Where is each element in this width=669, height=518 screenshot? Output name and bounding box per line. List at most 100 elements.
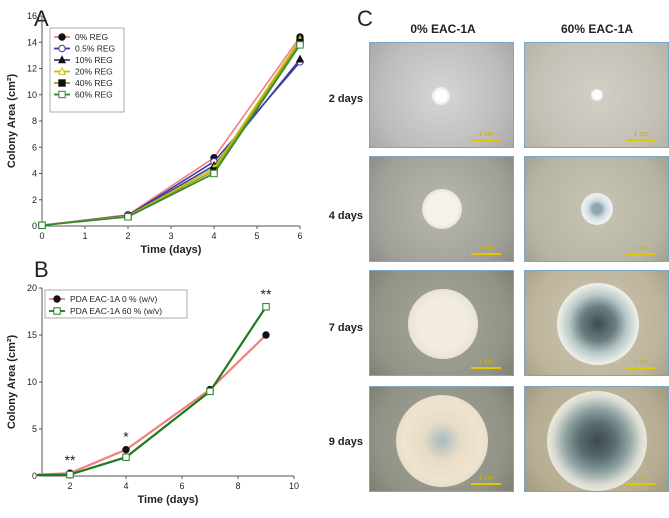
scale-bar: 1 cm — [626, 245, 656, 255]
legend-marker — [57, 66, 67, 75]
significance-annotation: * — [123, 429, 129, 445]
legend-label: 0% REG — [75, 32, 108, 42]
scale-bar: 1 cm — [626, 359, 656, 369]
colony — [408, 289, 478, 359]
legend-label: 10% REG — [75, 55, 113, 65]
legend-box — [44, 289, 188, 319]
panel-letter-c: C — [357, 6, 373, 31]
legend-marker — [58, 79, 66, 87]
column-header-0: 0% EAC-1A — [410, 22, 476, 36]
scale-bar: 1 cm — [471, 131, 501, 141]
x-axis-label: Time (days) — [138, 494, 199, 506]
y-tick-label: 2 — [32, 195, 37, 205]
data-point — [122, 445, 130, 454]
y-tick-label: 10 — [27, 90, 37, 100]
y-tick-label: 12 — [27, 64, 37, 74]
colony — [432, 87, 450, 105]
legend-marker — [58, 33, 66, 41]
y-tick-label: 20 — [27, 283, 37, 293]
y-tick-label: 0 — [32, 221, 37, 231]
plate-60pct-4days: 1 cm — [524, 156, 669, 262]
series-line — [41, 44, 301, 227]
scale-label: 1 cm — [478, 475, 494, 482]
x-tick-label: 2 — [125, 231, 130, 241]
chart-b: 2 4 6 8 10 0 5 10 15 20 Time (days) Colony Area (cm… — [6, 283, 299, 506]
legend-label: 20% REG — [75, 67, 113, 77]
legend-marker — [58, 90, 66, 99]
scale-bar: 1 cm — [471, 475, 501, 485]
colony — [396, 395, 488, 487]
colony — [547, 391, 647, 491]
scale-bar: 1 cm — [471, 359, 501, 369]
data-point — [124, 213, 132, 221]
x-tick-label: 3 — [168, 231, 173, 241]
plate-60pct-9days: 1 cm — [524, 386, 669, 492]
y-axis-label: Colony Area (cm²) — [6, 74, 18, 169]
y-axis-label: Colony Area (cm²) — [6, 335, 18, 430]
legend-label: PDA EAC-1A 60 % (w/v) — [70, 306, 162, 316]
plate-60pct-2days: 1 cm — [524, 42, 669, 148]
column-header-60: 60% EAC-1A — [560, 22, 634, 36]
x-tick-label: 8 — [235, 481, 240, 491]
scale-bar: 1 cm — [626, 131, 656, 141]
x-tick-label: 2 — [67, 481, 72, 491]
data-point — [206, 387, 214, 396]
plate-0pct-7days: 1 cm — [369, 270, 514, 376]
plate-0pct-4days: 1 cm — [369, 156, 514, 262]
row-label-2-days: 2 days — [328, 93, 363, 105]
y-tick-label: 14 — [27, 37, 37, 47]
significance-annotation: ** — [65, 452, 76, 468]
legend-marker — [57, 55, 67, 64]
scale-label: 1 cm — [633, 245, 649, 252]
scale-label: 1 cm — [633, 131, 649, 138]
legend-label: PDA EAC-1A 0 % (w/v) — [70, 294, 158, 304]
row-label-7-days: 7 days — [328, 322, 363, 334]
series-5 — [38, 41, 304, 230]
series-line — [37, 334, 267, 476]
x-tick-label: 10 — [289, 481, 299, 491]
series-line — [37, 306, 267, 477]
panel-letter-b: B — [34, 257, 49, 282]
legend-marker — [53, 307, 61, 315]
row-label-9-days: 9 days — [328, 436, 363, 448]
x-tick-label: 1 — [82, 231, 87, 241]
scale-label: 1 cm — [478, 131, 494, 138]
x-tick-label: 5 — [254, 231, 259, 241]
y-tick-label: 4 — [32, 169, 37, 179]
plate-60pct-7days: 1 cm — [524, 270, 669, 376]
data-point — [11, 472, 17, 478]
scale-label: 1 cm — [478, 359, 494, 366]
legend: PDA EAC-1A 0 % (w/v) PDA EAC-1A 60 % (w/v… — [44, 289, 188, 319]
data-point — [11, 472, 17, 478]
y-tick-label: 5 — [32, 424, 37, 434]
x-tick-label: 4 — [123, 481, 128, 491]
x-tick-label: 6 — [179, 481, 184, 491]
legend-marker — [58, 44, 66, 53]
x-tick-label: 6 — [297, 231, 302, 241]
data-point — [38, 221, 46, 230]
legend-label: 0.5% REG — [75, 44, 115, 54]
data-point — [295, 54, 305, 63]
scale-bar: 1 cm — [471, 245, 501, 255]
scale-label: 1 cm — [633, 475, 649, 482]
scale-bar: 1 cm — [626, 475, 656, 485]
x-tick-label: 0 — [39, 231, 44, 241]
significance-annotation: ** — [261, 286, 272, 302]
scale-label: 1 cm — [478, 245, 494, 252]
colony — [581, 193, 613, 225]
series-0 — [11, 331, 270, 478]
colony — [422, 189, 462, 229]
y-tick-label: 0 — [32, 471, 37, 481]
colony — [557, 283, 639, 365]
y-tick-label: 8 — [32, 116, 37, 126]
legend-label: 60% REG — [75, 90, 113, 100]
colony — [591, 89, 603, 101]
series-1 — [11, 303, 270, 479]
data-point — [262, 331, 270, 339]
x-axis-label: Time (days) — [141, 244, 202, 256]
panel-letter-a: A — [34, 6, 49, 31]
legend-marker — [53, 295, 61, 303]
legend-label: 40% REG — [75, 78, 113, 88]
y-tick-label: 16 — [27, 11, 37, 21]
